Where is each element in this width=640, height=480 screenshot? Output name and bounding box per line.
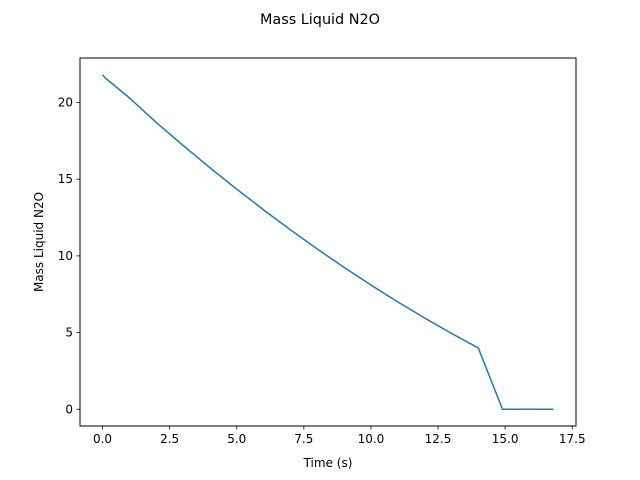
x-tick-label: 10.0	[358, 432, 385, 446]
x-tick-label: 5.0	[227, 432, 246, 446]
x-axis-label: Time (s)	[303, 456, 353, 470]
x-tick-label: 7.5	[294, 432, 313, 446]
y-axis: 0 5 10 15 20	[58, 95, 80, 416]
series-layer	[101, 74, 554, 411]
x-tick-label: 12.5	[425, 432, 452, 446]
y-tick-label: 0	[65, 402, 73, 416]
x-tick-label: 2.5	[160, 432, 179, 446]
x-tick-label: 15.0	[492, 432, 519, 446]
chart-title: Mass Liquid N2O	[260, 12, 380, 28]
x-tick-label: 17.5	[559, 432, 586, 446]
y-axis-label: Mass Liquid N2O	[32, 192, 46, 292]
x-tick-label: 0.0	[93, 432, 112, 446]
plot-area	[79, 57, 577, 427]
y-tick-label: 15	[58, 172, 73, 186]
y-tick-label: 10	[58, 249, 73, 263]
y-tick-label: 20	[58, 95, 73, 109]
x-axis: 0.0 2.5 5.0 7.5 10.0 12.5 15.0 17.5	[93, 426, 586, 446]
series-line	[101, 74, 554, 411]
y-tick-label: 5	[65, 326, 73, 340]
